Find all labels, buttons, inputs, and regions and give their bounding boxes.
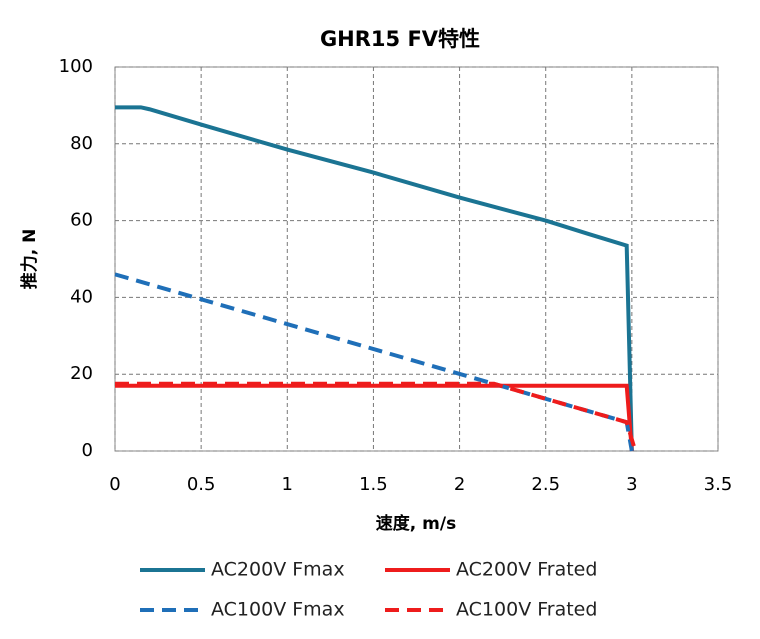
y-tick-label: 40 — [70, 286, 93, 307]
series-line — [115, 105, 634, 452]
y-tick-label: 80 — [70, 133, 93, 154]
x-tick-label: 0.5 — [187, 474, 216, 495]
x-tick-label: 2 — [454, 474, 465, 495]
x-axis-title: 速度, m/s — [376, 513, 456, 534]
x-tick-label: 3.5 — [704, 474, 733, 495]
chart-title: GHR15 FV特性 — [320, 27, 480, 51]
x-tick-label: 1 — [282, 474, 293, 495]
x-tick-label: 2.5 — [531, 474, 560, 495]
x-tick-label: 1.5 — [359, 474, 388, 495]
y-tick-label: 0 — [82, 440, 93, 461]
legend-label: AC100V Fmax — [211, 599, 345, 621]
x-tick-label: 3 — [626, 474, 637, 495]
series-line — [115, 381, 638, 452]
y-tick-label: 20 — [70, 363, 93, 384]
y-axis-title: 推力, N — [19, 229, 40, 290]
legend-label: AC200V Fmax — [211, 559, 345, 581]
legend-label: AC200V Frated — [456, 559, 597, 581]
y-tick-label: 100 — [59, 56, 93, 77]
series-line — [115, 383, 634, 452]
x-tick-label: 0 — [109, 474, 120, 495]
y-tick-label: 60 — [70, 210, 93, 231]
legend-label: AC100V Frated — [456, 599, 597, 621]
